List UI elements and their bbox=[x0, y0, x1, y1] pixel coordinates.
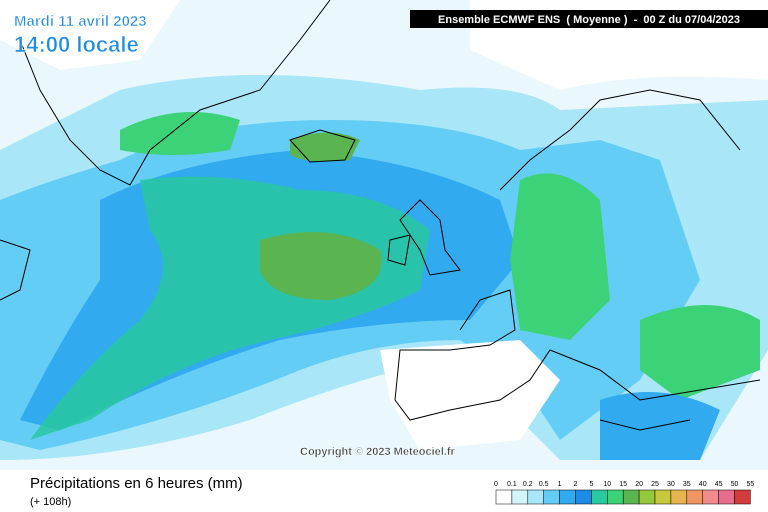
legend-label: 35 bbox=[683, 481, 691, 488]
legend-swatch bbox=[718, 489, 735, 505]
legend-swatch bbox=[543, 489, 560, 505]
legend-swatch bbox=[654, 489, 672, 505]
legend-swatch bbox=[559, 489, 576, 505]
legend-label: 0.5 bbox=[539, 481, 549, 488]
model-banner bbox=[410, 10, 768, 28]
legend-swatch bbox=[607, 489, 624, 505]
coastlines bbox=[0, 0, 761, 431]
footer-lead: (+ 108h) bbox=[30, 496, 71, 508]
color-legend: 0 0.1 0.2 0.5 1 2 5 10 15 20 25 30 35 40 45 50 55 bbox=[494, 481, 755, 505]
legend-swatch bbox=[591, 489, 608, 505]
legend-swatch bbox=[495, 489, 513, 505]
legend-label: 40 bbox=[699, 481, 707, 488]
legend-label: 15 bbox=[619, 481, 627, 488]
legend-label: 50 bbox=[731, 481, 739, 488]
legend-label: 0.1 bbox=[507, 481, 517, 488]
legend-label: 2 bbox=[574, 481, 578, 488]
legend-swatch bbox=[670, 489, 688, 505]
legend-swatch bbox=[702, 489, 719, 505]
legend-label: 10 bbox=[603, 481, 611, 488]
legend-label: 25 bbox=[651, 481, 659, 488]
legend-label: 30 bbox=[667, 481, 675, 488]
legend-label: 0.2 bbox=[523, 481, 533, 488]
legend-label: 20 bbox=[635, 481, 643, 488]
legend-swatch bbox=[686, 489, 703, 505]
legend-swatch bbox=[511, 489, 529, 505]
time-label: 14:00 locale bbox=[14, 32, 139, 57]
legend-label: 45 bbox=[715, 481, 723, 488]
copyright: Copyright © 2023 Meteociel.fr bbox=[300, 446, 456, 458]
legend-label: 0 bbox=[494, 481, 498, 488]
footer-title: Précipitations en 6 heures (mm) bbox=[30, 475, 243, 492]
legend-swatch bbox=[638, 489, 656, 505]
model-label: Ensemble ECMWF ENS ( Moyenne ) - 00 Z du… bbox=[438, 14, 740, 26]
date-label: Mardi 11 avril 2023 bbox=[14, 13, 147, 30]
precipitation-field bbox=[0, 0, 768, 460]
legend-swatch bbox=[527, 489, 544, 505]
legend-swatch bbox=[575, 489, 592, 505]
legend-swatch bbox=[734, 489, 751, 505]
legend-label: 55 bbox=[747, 481, 755, 488]
legend-swatch bbox=[622, 489, 640, 505]
legend-label: 1 bbox=[558, 481, 562, 488]
legend-label: 5 bbox=[589, 481, 593, 488]
